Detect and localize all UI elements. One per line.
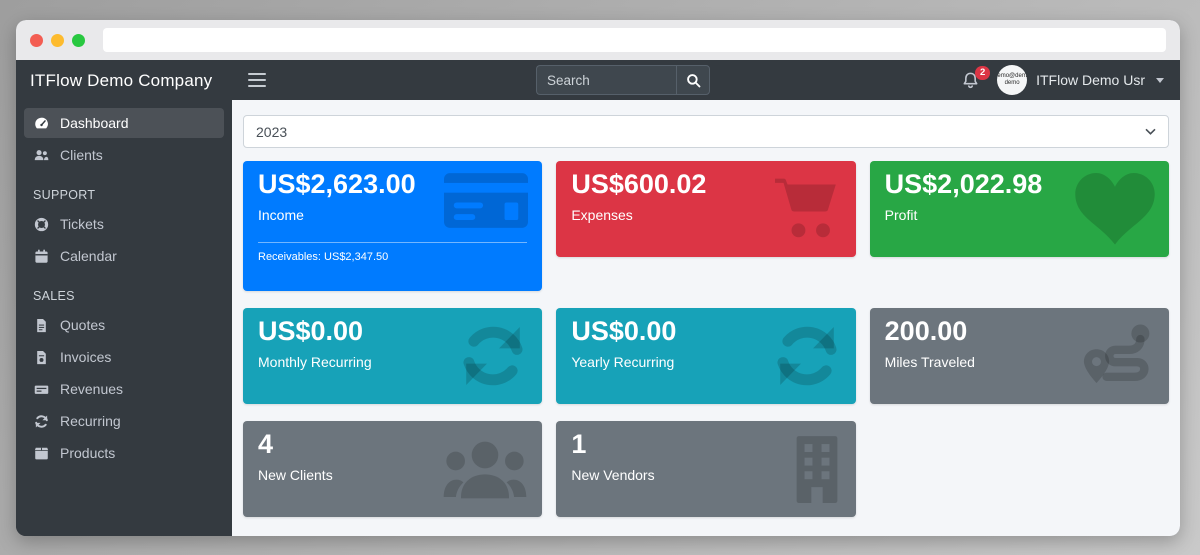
stat-value: US$2,623.00 bbox=[258, 169, 416, 199]
sidebar-item-invoices[interactable]: Invoices bbox=[24, 342, 224, 372]
money-check-icon bbox=[33, 381, 49, 397]
close-window-button[interactable] bbox=[30, 33, 43, 47]
file-invoice-icon bbox=[33, 349, 49, 365]
stat-value: 200.00 bbox=[884, 316, 968, 346]
stat-label: New Vendors bbox=[571, 467, 655, 484]
box-icon bbox=[33, 445, 49, 461]
chevron-down-icon bbox=[1156, 77, 1164, 83]
stat-value: US$0.00 bbox=[258, 316, 364, 346]
stat-label: Income bbox=[258, 207, 304, 224]
stat-label: Expenses bbox=[571, 207, 633, 224]
stat-label: New Clients bbox=[258, 467, 333, 484]
search-icon bbox=[686, 73, 701, 88]
stat-value: US$2,022.98 bbox=[884, 169, 1043, 199]
stat-label: Miles Traveled bbox=[884, 354, 975, 371]
minimize-window-button[interactable] bbox=[51, 33, 64, 47]
sync-icon bbox=[772, 321, 842, 391]
search-group bbox=[536, 65, 710, 95]
browser-chrome bbox=[16, 20, 1180, 60]
sidebar-item-label: Calendar bbox=[60, 248, 117, 264]
right-pane: 2 demo@demo demo ITFlow Demo Usr 2023 bbox=[232, 60, 1180, 536]
year-select[interactable]: 2023 bbox=[243, 115, 1169, 148]
stat-label: Profit bbox=[884, 207, 918, 224]
stat-value: US$0.00 bbox=[571, 316, 677, 346]
notifications-button[interactable]: 2 bbox=[958, 65, 991, 91]
browser-window: ITFlow Demo Company Dashboard Clients SU… bbox=[16, 20, 1180, 536]
notification-badge: 2 bbox=[975, 65, 991, 80]
chevron-down-icon bbox=[1145, 128, 1156, 135]
maximize-window-button[interactable] bbox=[72, 33, 85, 47]
sidebar-item-label: Dashboard bbox=[60, 115, 129, 131]
stat-cards-grid: US$2,623.00 Income Receivables: US$2,347… bbox=[243, 161, 1169, 517]
sidebar-section-sales: SALES bbox=[33, 289, 75, 303]
credit-card-icon bbox=[444, 173, 529, 228]
stat-footer: Receivables: US$2,347.50 bbox=[258, 251, 389, 264]
stat-card-expenses: US$600.02 Expenses bbox=[556, 161, 856, 257]
building-icon bbox=[792, 435, 842, 503]
address-bar[interactable] bbox=[103, 28, 1166, 52]
users-icon bbox=[442, 437, 528, 501]
dashboard-content: 2023 US$2,623.00 Income Receivables: US$… bbox=[232, 100, 1180, 536]
user-name: ITFlow Demo Usr bbox=[1036, 72, 1145, 88]
life-ring-icon bbox=[33, 216, 49, 232]
sidebar-item-label: Clients bbox=[60, 147, 103, 163]
app-frame: ITFlow Demo Company Dashboard Clients SU… bbox=[16, 60, 1180, 536]
stat-card-new-clients: 4 New Clients bbox=[243, 421, 543, 517]
shopping-cart-icon bbox=[772, 177, 842, 241]
stat-card-new-vendors: 1 New Vendors bbox=[556, 421, 856, 517]
sidebar-item-calendar[interactable]: Calendar bbox=[24, 241, 224, 271]
sync-icon bbox=[33, 413, 49, 429]
sidebar-item-revenues[interactable]: Revenues bbox=[24, 374, 224, 404]
search-button[interactable] bbox=[676, 65, 710, 95]
stat-card-monthly-recurring: US$0.00 Monthly Recurring bbox=[243, 308, 543, 404]
sidebar-item-recurring[interactable]: Recurring bbox=[24, 406, 224, 436]
sidebar-item-label: Quotes bbox=[60, 317, 106, 333]
stat-value: 1 bbox=[571, 429, 587, 459]
sidebar-section-support: SUPPORT bbox=[33, 188, 96, 202]
stat-card-miles-traveled: 200.00 Miles Traveled bbox=[869, 308, 1169, 404]
brand-link[interactable]: ITFlow Demo Company bbox=[30, 71, 213, 90]
divider bbox=[258, 242, 528, 244]
sync-icon bbox=[458, 321, 528, 391]
user-menu[interactable]: demo@demo demo ITFlow Demo Usr bbox=[997, 65, 1164, 95]
hamburger-icon bbox=[248, 73, 266, 75]
avatar: demo@demo demo bbox=[997, 65, 1028, 95]
file-icon bbox=[33, 317, 49, 333]
sidebar-item-label: Invoices bbox=[60, 349, 112, 365]
stat-value: US$600.02 bbox=[571, 169, 707, 199]
heart-icon bbox=[1075, 173, 1155, 245]
sidebar-item-clients[interactable]: Clients bbox=[24, 140, 224, 170]
sidebar-item-label: Tickets bbox=[60, 216, 104, 232]
stat-label: Yearly Recurring bbox=[571, 354, 675, 371]
stat-label: Monthly Recurring bbox=[258, 354, 372, 371]
navbar-right: 2 demo@demo demo ITFlow Demo Usr bbox=[958, 65, 1164, 95]
gauge-icon bbox=[33, 115, 49, 131]
route-icon bbox=[1083, 322, 1155, 390]
search-input[interactable] bbox=[536, 65, 676, 95]
sidebar-item-products[interactable]: Products bbox=[24, 438, 224, 468]
year-select-value: 2023 bbox=[256, 123, 288, 140]
sidebar-item-quotes[interactable]: Quotes bbox=[24, 310, 224, 340]
sidebar-nav: Dashboard Clients SUPPORT Tickets bbox=[16, 102, 232, 470]
sidebar-item-tickets[interactable]: Tickets bbox=[24, 209, 224, 239]
users-icon bbox=[33, 147, 49, 163]
sidebar-item-label: Products bbox=[60, 445, 116, 461]
top-navbar: 2 demo@demo demo ITFlow Demo Usr bbox=[232, 60, 1180, 100]
stat-value: 4 bbox=[258, 429, 274, 459]
sidebar-toggle-button[interactable] bbox=[248, 73, 266, 87]
stat-card-income: US$2,623.00 Income Receivables: US$2,347… bbox=[243, 161, 543, 291]
bell-icon bbox=[962, 72, 979, 89]
calendar-icon bbox=[33, 248, 49, 264]
sidebar-item-dashboard[interactable]: Dashboard bbox=[24, 108, 224, 138]
sidebar-item-label: Recurring bbox=[60, 413, 121, 429]
sidebar-item-label: Revenues bbox=[60, 381, 124, 397]
sidebar: ITFlow Demo Company Dashboard Clients SU… bbox=[16, 60, 232, 536]
stat-card-profit: US$2,022.98 Profit bbox=[869, 161, 1169, 257]
stat-card-yearly-recurring: US$0.00 Yearly Recurring bbox=[556, 308, 856, 404]
